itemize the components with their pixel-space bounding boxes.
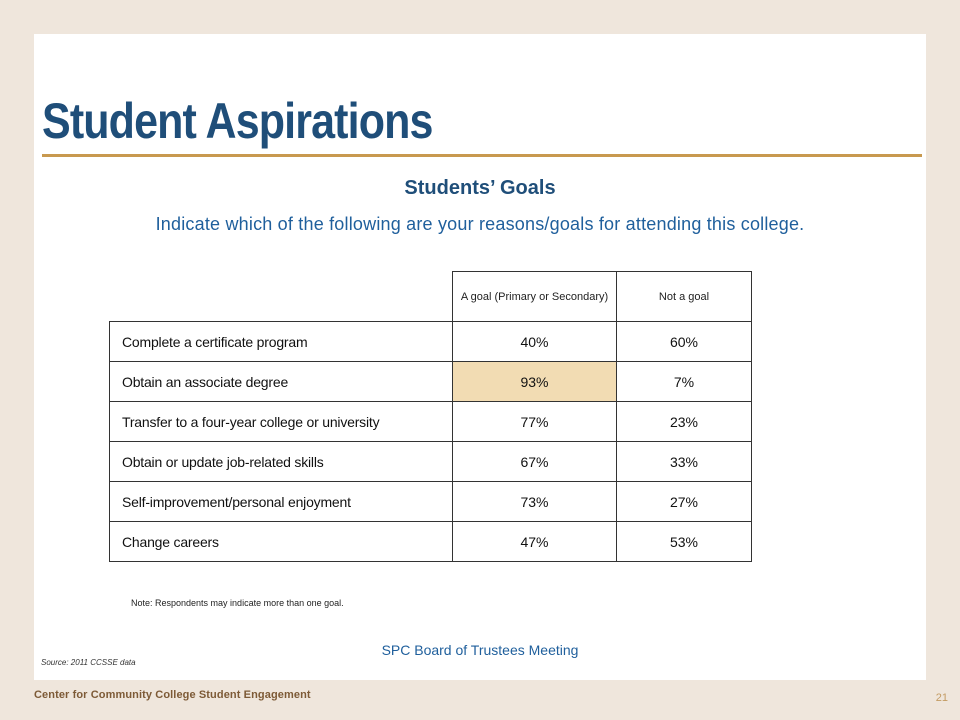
- not-goal-value: 60%: [616, 321, 752, 362]
- table-note: Note: Respondents may indicate more than…: [131, 598, 344, 608]
- goal-value: 40%: [452, 321, 617, 362]
- table-row: Self-improvement/personal enjoyment 73% …: [109, 481, 752, 522]
- row-label: Self-improvement/personal enjoyment: [109, 481, 453, 522]
- goal-value: 73%: [452, 481, 617, 522]
- title-divider: [42, 154, 922, 157]
- meeting-caption: SPC Board of Trustees Meeting: [381, 642, 579, 658]
- page-title: Student Aspirations: [42, 93, 433, 149]
- table-row: Change careers 47% 53%: [109, 521, 752, 562]
- not-goal-value: 27%: [616, 481, 752, 522]
- not-goal-value: 53%: [616, 521, 752, 562]
- survey-question: Indicate which of the following are your…: [155, 214, 805, 234]
- row-label: Complete a certificate program: [109, 321, 453, 362]
- row-label: Transfer to a four-year college or unive…: [109, 401, 453, 442]
- goal-value: 47%: [452, 521, 617, 562]
- goal-value: 77%: [452, 401, 617, 442]
- header-goal: A goal (Primary or Secondary): [452, 271, 617, 322]
- table-row: Complete a certificate program 40% 60%: [109, 321, 752, 362]
- section-subtitle: Students’ Goals: [404, 177, 556, 199]
- slide-canvas: Student Aspirations Students’ Goals Indi…: [34, 34, 926, 680]
- goal-value: 67%: [452, 441, 617, 482]
- row-label: Obtain an associate degree: [109, 361, 453, 402]
- row-label: Obtain or update job-related skills: [109, 441, 453, 482]
- page-number: 21: [935, 692, 948, 704]
- table-row: Transfer to a four-year college or unive…: [109, 401, 752, 442]
- row-label: Change careers: [109, 521, 453, 562]
- not-goal-value: 33%: [616, 441, 752, 482]
- table-header-row: A goal (Primary or Secondary) Not a goal: [110, 271, 752, 322]
- footer-organization: Center for Community College Student Eng…: [34, 689, 311, 701]
- header-not-goal: Not a goal: [616, 271, 752, 322]
- not-goal-value: 23%: [616, 401, 752, 442]
- goals-table: A goal (Primary or Secondary) Not a goal…: [109, 271, 752, 562]
- not-goal-value: 7%: [616, 361, 752, 402]
- table-row: Obtain an associate degree 93% 7%: [109, 361, 752, 402]
- header-blank-cell: [110, 272, 453, 322]
- goal-value-highlighted: 93%: [452, 361, 617, 402]
- source-citation: Source: 2011 CCSSE data: [41, 658, 136, 667]
- table-row: Obtain or update job-related skills 67% …: [109, 441, 752, 482]
